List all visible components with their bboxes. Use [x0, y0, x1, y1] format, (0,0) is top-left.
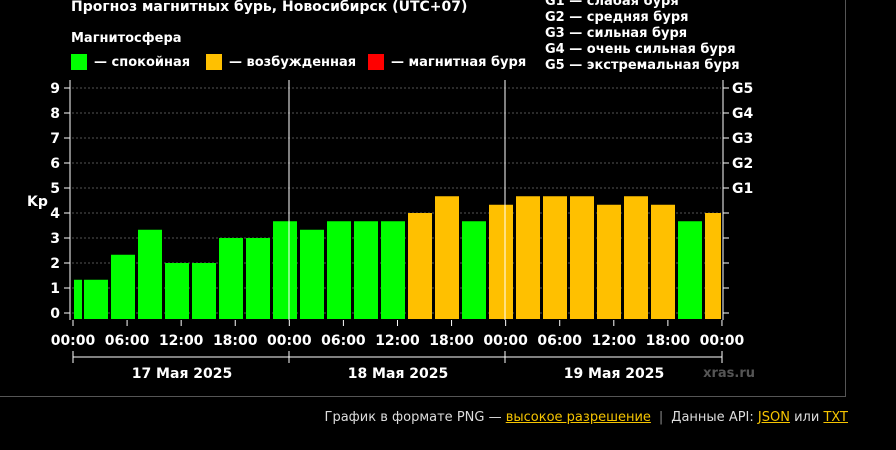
bar-1 — [84, 279, 108, 319]
bar-8 — [273, 221, 297, 319]
x-tick-label-0: 00:00 — [51, 333, 96, 349]
watermark: xras.ru — [703, 366, 755, 381]
right-tick-label-4: G5 — [732, 81, 753, 97]
hi-res-link[interactable]: высокое разрешение — [505, 410, 651, 425]
legend-title: Магнитосфера — [71, 31, 182, 46]
bar-19 — [570, 196, 594, 319]
y-tick-label-5: 5 — [50, 181, 60, 197]
bar-21 — [624, 196, 648, 319]
legend-swatch-2 — [368, 54, 384, 70]
x-tick-label-6: 12:00 — [375, 333, 420, 349]
y-tick-label-7: 7 — [50, 131, 60, 147]
storm-scale-item-1: G2 — средняя буря — [545, 10, 689, 25]
bar-10 — [327, 221, 351, 319]
bar-17 — [516, 196, 540, 319]
bar-6 — [219, 238, 243, 319]
legend: — спокойная — возбужденная — магнитная бур… — [71, 54, 526, 70]
x-tick-label-7: 18:00 — [429, 333, 474, 349]
x-tick-label-1: 06:00 — [105, 333, 150, 349]
footer: График в формате PNG — высокое разрешени… — [0, 410, 848, 425]
right-tick-label-1: G2 — [732, 156, 753, 172]
bar-23 — [678, 221, 702, 319]
y-tick-label-3: 3 — [50, 231, 60, 247]
x-tick-label-9: 06:00 — [537, 333, 582, 349]
legend-label-1: — возбужденная — [229, 55, 356, 70]
x-tick-label-4: 00:00 — [267, 333, 312, 349]
y-tick-label-1: 1 — [50, 281, 60, 297]
day-label-1: 18 Мая 2025 — [348, 366, 449, 382]
bar-15 — [462, 221, 486, 319]
y-tick-label-6: 6 — [50, 156, 60, 172]
bar-7 — [246, 238, 270, 319]
legend-swatch-1 — [206, 54, 222, 70]
storm-scale-item-4: G5 — экстремальная буря — [545, 58, 740, 73]
day-label-2: 19 Мая 2025 — [564, 366, 665, 382]
txt-link[interactable]: TXT — [823, 410, 848, 425]
bar-9 — [300, 229, 324, 319]
bar-5 — [192, 263, 216, 319]
legend-label-0: — спокойная — [94, 55, 190, 70]
right-tick-label-0: G1 — [732, 181, 753, 197]
x-tick-label-8: 00:00 — [483, 333, 528, 349]
bar-14 — [435, 196, 459, 319]
y-tick-label-4: 4 — [50, 206, 60, 222]
bar-13 — [408, 213, 432, 319]
y-tick-label-8: 8 — [50, 106, 60, 122]
bar-16 — [489, 204, 513, 319]
storm-scale-item-0: G1 — слабая буря — [545, 0, 679, 9]
footer-separator: | — [658, 410, 664, 425]
bar-20 — [597, 204, 621, 319]
png-text: График в формате PNG — — [324, 410, 506, 425]
storm-scale-item-3: G4 — очень сильная буря — [545, 42, 736, 57]
api-text: Данные API: — [671, 410, 758, 425]
right-tick-label-3: G4 — [732, 106, 753, 122]
bar-12 — [381, 221, 405, 319]
chart-frame: Прогноз магнитных бурь, Новосибирск (UTC… — [0, 0, 846, 397]
x-tick-label-5: 06:00 — [321, 333, 366, 349]
legend-label-2: — магнитная буря — [391, 55, 526, 70]
json-link[interactable]: JSON — [757, 410, 790, 425]
bar-22 — [651, 204, 675, 319]
x-tick-label-10: 12:00 — [592, 333, 637, 349]
bar-2 — [111, 254, 135, 319]
legend-swatch-0 — [71, 54, 87, 70]
storm-scale-item-2: G3 — сильная буря — [545, 26, 687, 41]
y-axis-label: Kp — [27, 194, 48, 210]
right-tick-label-2: G3 — [732, 131, 753, 147]
x-tick-label-11: 18:00 — [646, 333, 691, 349]
plot-area: 0 1 2 3 4 5 6 7 8 9 G1 G2 G3 G4 G5 00:00 06:00 12:00 18:00… — [50, 80, 753, 382]
bar-18 — [543, 196, 567, 319]
or-text: или — [789, 410, 824, 425]
x-tick-label-2: 12:00 — [159, 333, 204, 349]
y-tick-label-2: 2 — [50, 256, 60, 272]
bar-24 — [705, 213, 721, 319]
chart-title: Прогноз магнитных бурь, Новосибирск (UTC… — [71, 0, 467, 15]
x-tick-label-3: 18:00 — [213, 333, 258, 349]
kp-forecast-chart: Прогноз магнитных бурь, Новосибирск (UTC… — [27, 0, 755, 382]
day-label-0: 17 Мая 2025 — [132, 366, 233, 382]
y-tick-label-0: 0 — [50, 306, 60, 322]
bar-11 — [354, 221, 378, 319]
bar-3 — [138, 229, 162, 319]
bar-4 — [165, 263, 189, 319]
x-tick-label-12: 00:00 — [700, 333, 745, 349]
bar-0 — [74, 279, 82, 319]
y-tick-label-9: 9 — [50, 81, 60, 97]
